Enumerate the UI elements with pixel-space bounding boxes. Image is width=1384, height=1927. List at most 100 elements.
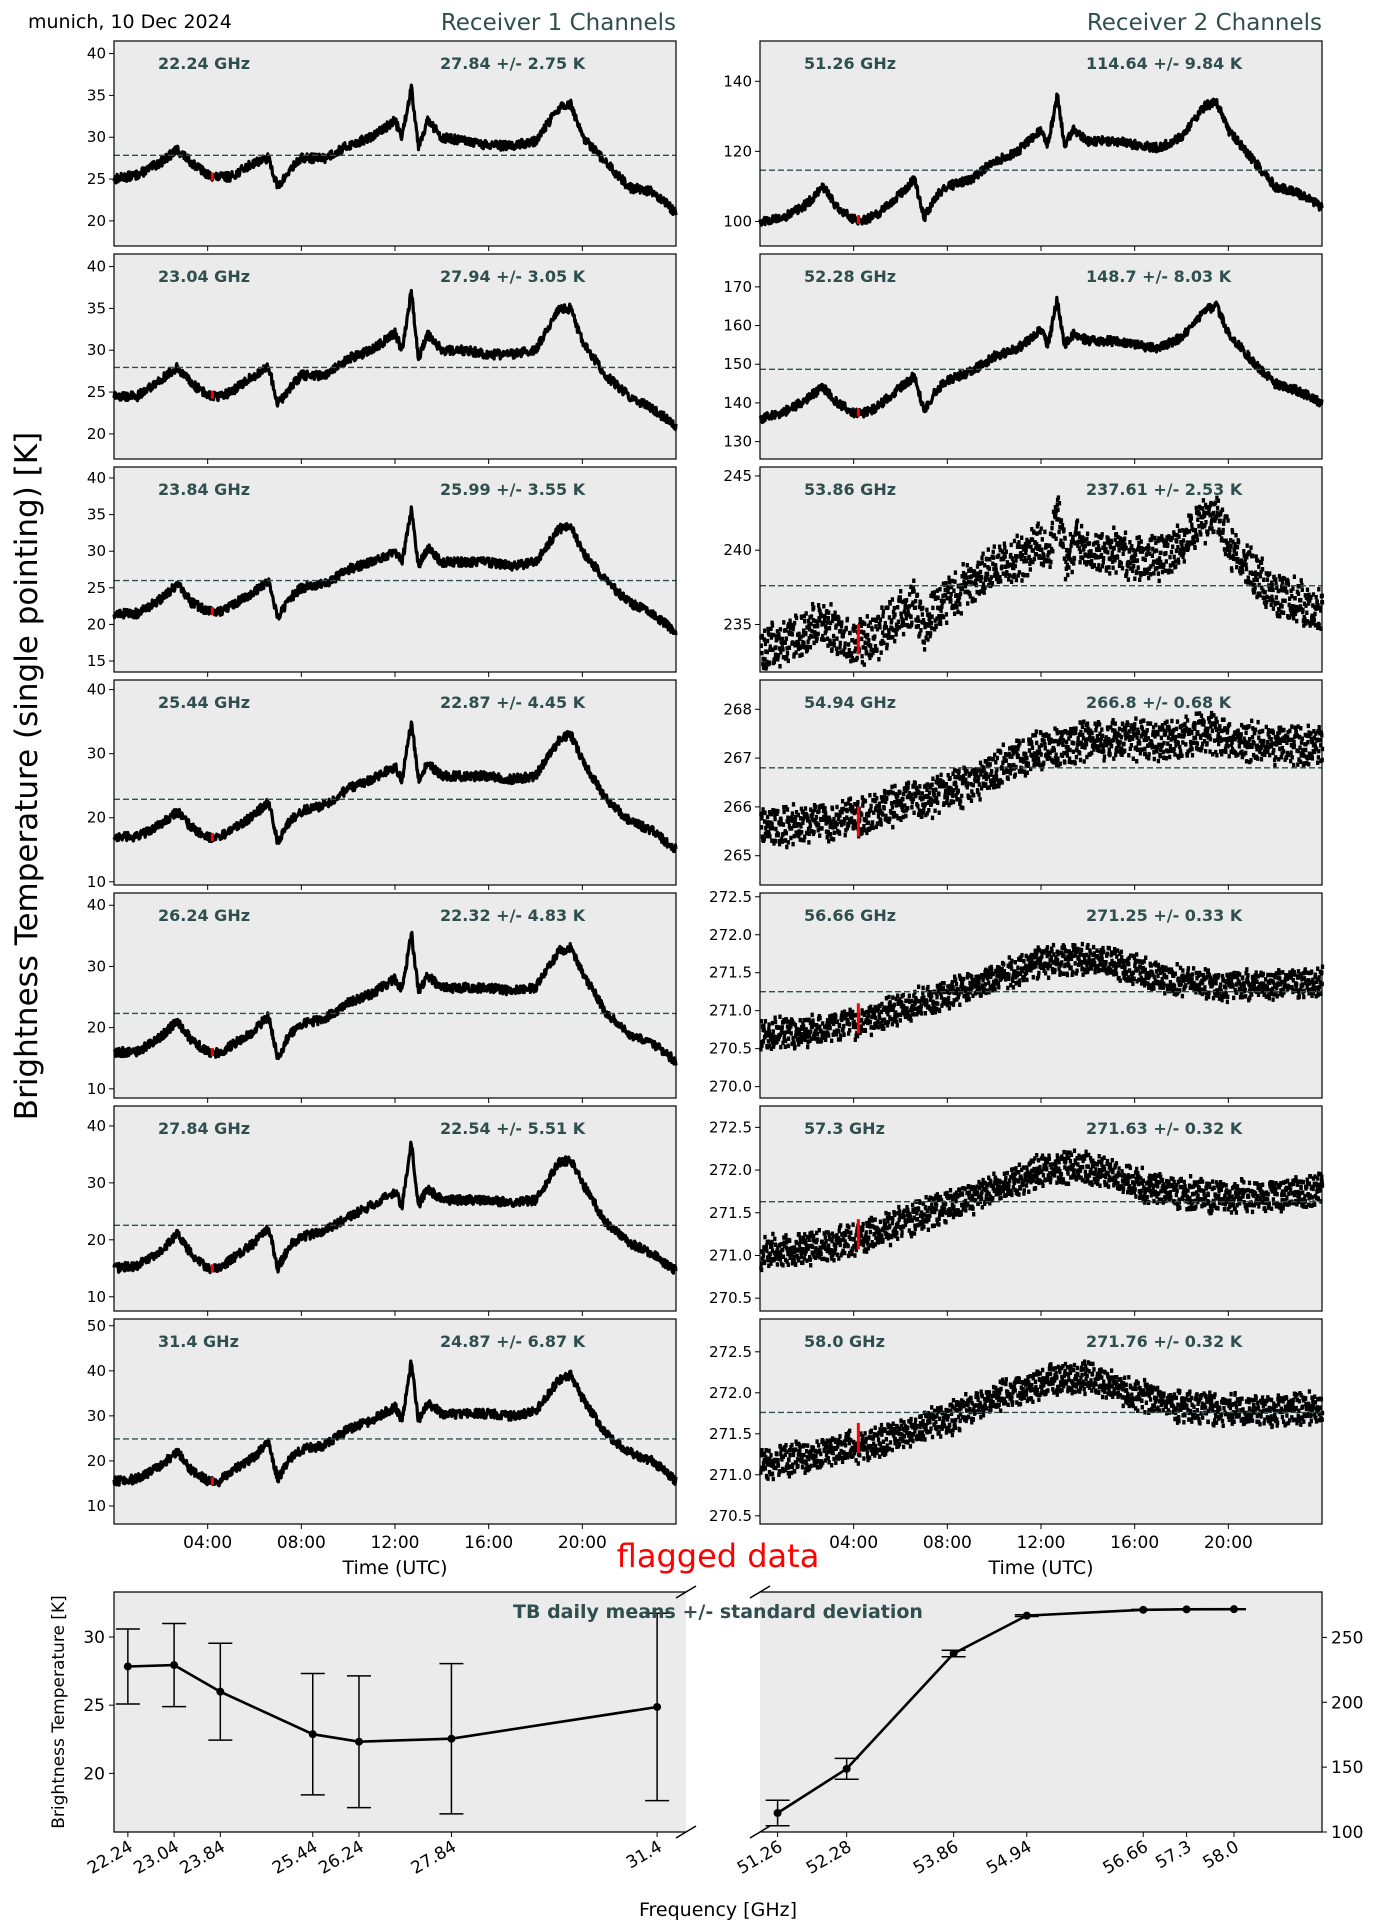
summary-y-axis-label: Brightness Temperature [K] bbox=[49, 1595, 69, 1828]
y-tick-label: 40 bbox=[87, 469, 106, 487]
summary-right-frame bbox=[760, 1591, 1323, 1833]
summary-x-tick-label: 31.4 bbox=[623, 1837, 666, 1873]
summary-right-background bbox=[760, 1592, 1322, 1832]
y-tick-label: 150 bbox=[723, 355, 752, 373]
brightness-temperature-scatter bbox=[759, 941, 1325, 1052]
frequency-label: 31.4 GHz bbox=[158, 1332, 239, 1351]
mean-std-label: 22.54 +/- 5.51 K bbox=[440, 1119, 586, 1138]
panel-frame bbox=[759, 1318, 1323, 1525]
mean-std-label: 27.84 +/- 2.75 K bbox=[440, 54, 586, 73]
y-tick-label: 170 bbox=[723, 278, 752, 296]
summary-x-tick-label: 22.24 bbox=[84, 1837, 136, 1879]
y-tick-label: 268 bbox=[723, 700, 752, 718]
brightness-temperature-trace bbox=[758, 92, 1324, 227]
y-tick-label: 140 bbox=[723, 72, 752, 90]
summary-x-tick-label: 25.44 bbox=[269, 1837, 321, 1879]
summary-x-tick-label: 56.66 bbox=[1100, 1837, 1152, 1879]
x-tick-label: 20:00 bbox=[1204, 1533, 1253, 1553]
frequency-label: 52.28 GHz bbox=[804, 267, 896, 286]
summary-right-y-tick-label: 250 bbox=[1331, 1628, 1363, 1648]
y-tick-label: 40 bbox=[87, 1117, 106, 1135]
time-axis-label-left: Time (UTC) bbox=[341, 1557, 447, 1579]
y-tick-label: 50 bbox=[87, 1317, 106, 1335]
y-tick-label: 20 bbox=[87, 1019, 106, 1037]
mean-std-label: 271.25 +/- 0.33 K bbox=[1086, 906, 1243, 925]
mean-std-label: 114.64 +/- 9.84 K bbox=[1086, 54, 1243, 73]
x-tick-label: 20:00 bbox=[558, 1533, 607, 1553]
panel-58-0-ghz: 270.5 271.0 271.5 272.0 272.5 04:00 08:00 12:00… bbox=[709, 1318, 1325, 1553]
y-axis-label: Brightness Temperature (single pointing)… bbox=[9, 432, 45, 1120]
y-tick-label: 35 bbox=[87, 506, 106, 524]
y-tick-label: 35 bbox=[87, 299, 106, 317]
y-tick-label: 30 bbox=[87, 128, 106, 146]
y-tick-label: 271.5 bbox=[709, 1425, 752, 1443]
receiver2-title: Receiver 2 Channels bbox=[1087, 10, 1322, 36]
panel-background bbox=[114, 467, 676, 672]
axis-break-mark bbox=[675, 1825, 697, 1839]
receiver1-mean-point bbox=[123, 1662, 132, 1671]
y-tick-label: 272.0 bbox=[709, 926, 752, 944]
y-tick-label: 271.0 bbox=[709, 1002, 752, 1020]
y-tick-label: 30 bbox=[87, 745, 106, 763]
y-tick-label: 40 bbox=[87, 1362, 106, 1380]
time-axis-label-right: Time (UTC) bbox=[987, 1557, 1093, 1579]
panel-frame bbox=[113, 40, 677, 247]
frequency-label: 23.84 GHz bbox=[158, 480, 250, 499]
receiver2-mean-point bbox=[1022, 1611, 1031, 1620]
summary-x-tick-label: 57.3 bbox=[1152, 1837, 1195, 1873]
y-tick-label: 20 bbox=[87, 809, 106, 827]
summary-x-tick-label: 23.04 bbox=[130, 1837, 182, 1879]
panel-frame bbox=[759, 253, 1323, 460]
y-tick-label: 130 bbox=[723, 433, 752, 451]
receiver1-mean-point bbox=[216, 1687, 225, 1696]
y-tick-label: 15 bbox=[87, 652, 106, 670]
frequency-label: 22.24 GHz bbox=[158, 54, 250, 73]
summary-x-tick-label: 54.94 bbox=[983, 1837, 1035, 1879]
receiver2-mean-point bbox=[842, 1764, 851, 1773]
panel-background bbox=[760, 467, 1322, 672]
panel-background bbox=[760, 254, 1322, 459]
mean-std-label: 25.99 +/- 3.55 K bbox=[440, 480, 586, 499]
y-tick-label: 100 bbox=[723, 212, 752, 230]
y-tick-label: 160 bbox=[723, 317, 752, 335]
summary-x-tick-label: 52.28 bbox=[803, 1837, 855, 1879]
panel-frame bbox=[113, 1318, 677, 1525]
panel-25-44-ghz: 10 20 30 40 25.44 GHz 22.87 +/- 4.45 K bbox=[87, 679, 678, 891]
brightness-temperature-scatter bbox=[759, 1148, 1325, 1273]
panel-frame bbox=[113, 253, 677, 460]
summary-x-tick-label: 53.86 bbox=[910, 1837, 962, 1879]
y-tick-label: 272.5 bbox=[709, 1343, 752, 1361]
y-tick-label: 140 bbox=[723, 394, 752, 412]
y-tick-label: 40 bbox=[87, 258, 106, 276]
mean-std-label: 271.63 +/- 0.32 K bbox=[1086, 1119, 1243, 1138]
summary-left-y-tick-label: 20 bbox=[83, 1764, 105, 1784]
panel-frame bbox=[759, 679, 1323, 886]
mean-std-label: 24.87 +/- 6.87 K bbox=[440, 1332, 586, 1351]
y-tick-label: 10 bbox=[87, 873, 106, 891]
receiver2-mean-point bbox=[1139, 1605, 1148, 1614]
panel-23-84-ghz: 15 20 25 30 35 40 23.84 GHz 25.99 +/- 3.55 K bbox=[87, 466, 678, 677]
mean-std-label: 271.76 +/- 0.32 K bbox=[1086, 1332, 1243, 1351]
y-tick-label: 20 bbox=[87, 1231, 106, 1249]
axis-break-mark bbox=[749, 1825, 771, 1839]
y-tick-label: 271.5 bbox=[709, 964, 752, 982]
x-tick-label: 04:00 bbox=[183, 1533, 232, 1553]
brightness-temperature-trace bbox=[112, 1140, 678, 1275]
panel-51-26-ghz: 100 120 140 51.26 GHz 114.64 +/- 9.84 K bbox=[723, 40, 1324, 251]
y-tick-label: 272.5 bbox=[709, 888, 752, 906]
x-tick-label: 08:00 bbox=[923, 1533, 972, 1553]
y-tick-label: 120 bbox=[723, 142, 752, 160]
panel-frame bbox=[759, 1105, 1323, 1312]
summary-x-axis-label: Frequency [GHz] bbox=[639, 1899, 797, 1921]
y-tick-label: 40 bbox=[87, 896, 106, 914]
y-tick-label: 10 bbox=[87, 1080, 106, 1098]
y-tick-label: 40 bbox=[87, 681, 106, 699]
y-tick-label: 267 bbox=[723, 749, 752, 767]
x-tick-label: 16:00 bbox=[1110, 1533, 1159, 1553]
receiver1-mean-point bbox=[308, 1730, 317, 1739]
summary-right-y-tick-label: 150 bbox=[1331, 1758, 1363, 1778]
receiver1-mean-point bbox=[653, 1702, 662, 1711]
summary-left-y-tick-label: 30 bbox=[83, 1628, 105, 1648]
flagged-data-label: flagged data bbox=[617, 1537, 820, 1575]
y-tick-label: 270.5 bbox=[709, 1040, 752, 1058]
